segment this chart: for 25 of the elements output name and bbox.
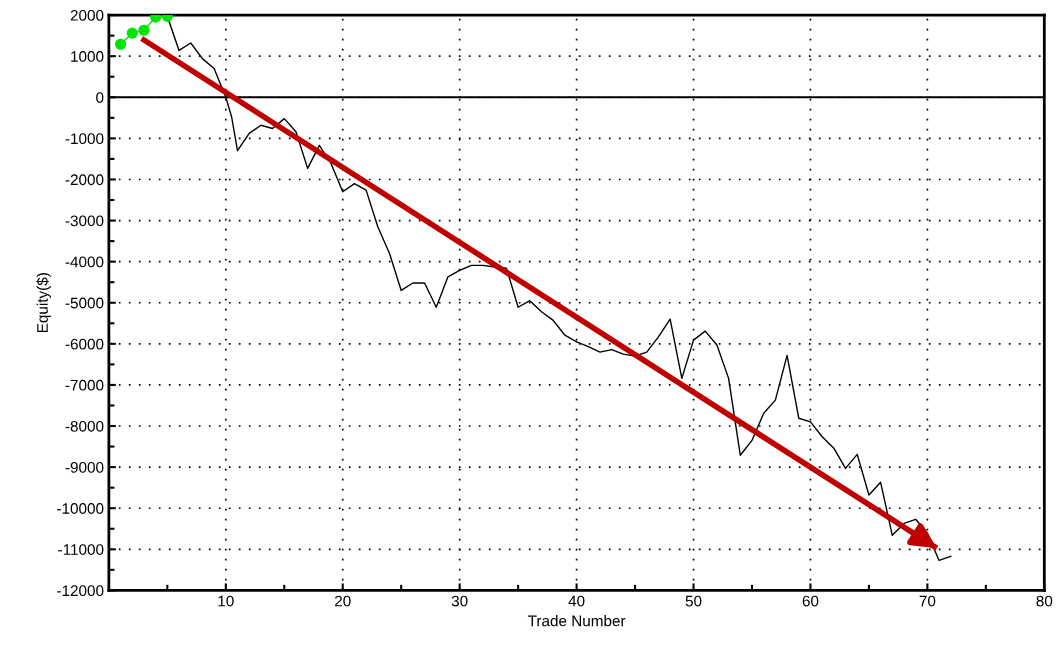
y-tick-label: -6000 — [65, 338, 104, 350]
y-tick-label: -5000 — [65, 297, 104, 309]
x-tick-label: 80 — [1036, 595, 1053, 607]
y-tick-label: -8000 — [65, 420, 104, 432]
y-tick-label: -1000 — [65, 133, 104, 145]
y-tick-label: 1000 — [71, 51, 104, 62]
y-tick-label: -9000 — [65, 461, 104, 473]
y-tick-label: -10000 — [57, 503, 104, 514]
y-tick-label: 0 — [96, 92, 104, 103]
y-tick-label: -12000 — [57, 585, 104, 597]
x-tick-label: 30 — [451, 595, 468, 607]
y-tick-label: -11000 — [58, 544, 104, 555]
y-tick-label: -4000 — [65, 256, 104, 268]
x-tick-label: 40 — [568, 595, 585, 607]
y-tick-label: -3000 — [65, 215, 104, 227]
x-axis-title: Trade Number — [527, 615, 626, 627]
x-tick-label: 10 — [218, 595, 234, 607]
y-axis-title: Equity($) — [36, 273, 51, 333]
x-tick-label: 70 — [919, 595, 936, 607]
y-tick-label: -7000 — [65, 379, 104, 391]
x-tick-label: 20 — [335, 595, 351, 607]
x-tick-label: 60 — [802, 595, 819, 607]
y-tick-label: 2000 — [70, 9, 104, 21]
x-tick-label: 50 — [685, 595, 702, 607]
y-tick-label: -2000 — [65, 174, 104, 186]
